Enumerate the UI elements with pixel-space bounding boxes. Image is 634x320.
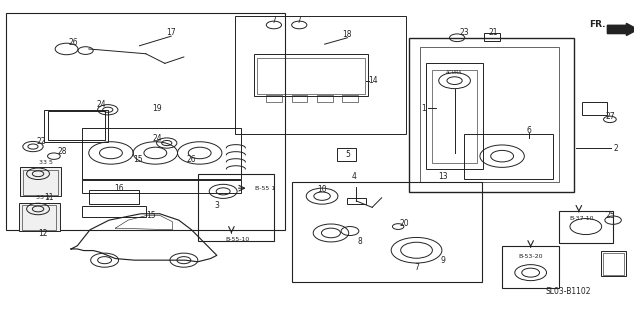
Text: 7: 7 <box>414 263 419 272</box>
Text: 16: 16 <box>114 184 124 193</box>
Bar <box>317 95 333 102</box>
Text: 19: 19 <box>152 104 162 113</box>
Text: 15: 15 <box>146 211 156 220</box>
Text: 17: 17 <box>166 28 176 37</box>
Text: B-53-20: B-53-20 <box>519 254 543 260</box>
Bar <box>347 198 366 204</box>
Text: 11: 11 <box>45 193 54 202</box>
Text: FR.: FR. <box>589 20 605 29</box>
Text: 26: 26 <box>68 38 78 47</box>
Text: SL03-B1102: SL03-B1102 <box>546 287 592 296</box>
Text: 26: 26 <box>186 155 197 164</box>
Bar <box>502 246 559 288</box>
Bar <box>198 174 274 241</box>
Bar <box>337 148 356 161</box>
Bar <box>292 182 482 282</box>
Text: 3: 3 <box>214 201 219 210</box>
Text: 4: 4 <box>351 172 356 181</box>
Text: 24: 24 <box>152 134 162 143</box>
Text: 25: 25 <box>605 211 616 220</box>
Bar <box>22 205 56 230</box>
Text: 22: 22 <box>37 137 46 146</box>
Bar <box>292 95 307 102</box>
Text: 24: 24 <box>96 100 107 109</box>
Bar <box>48 111 105 140</box>
Text: 27: 27 <box>605 112 616 121</box>
Text: 1: 1 <box>421 104 426 113</box>
Bar <box>266 95 282 102</box>
Bar <box>409 38 574 192</box>
Text: B-55 1: B-55 1 <box>255 186 275 191</box>
Bar <box>82 180 241 193</box>
Text: 2: 2 <box>614 144 619 153</box>
Bar <box>44 110 108 142</box>
Bar <box>603 253 624 275</box>
Bar <box>20 167 61 196</box>
Text: 9: 9 <box>440 256 445 265</box>
Text: 7: 7 <box>271 16 276 25</box>
Text: B-55-10: B-55-10 <box>226 237 250 242</box>
Bar <box>235 16 406 134</box>
Bar <box>484 33 500 41</box>
Bar <box>432 70 477 163</box>
Text: 23: 23 <box>460 28 470 37</box>
Text: 7: 7 <box>297 16 302 25</box>
Text: 28: 28 <box>58 147 67 156</box>
Text: 33 5: 33 5 <box>39 160 53 165</box>
Bar <box>582 102 607 115</box>
Text: 14: 14 <box>368 76 378 85</box>
Text: 13: 13 <box>437 172 448 180</box>
Bar <box>426 63 483 169</box>
Bar <box>342 95 358 102</box>
Text: 8: 8 <box>358 237 363 246</box>
Text: 6: 6 <box>527 126 532 135</box>
Text: 12: 12 <box>38 229 47 238</box>
Bar <box>257 58 365 94</box>
Text: 33 5: 33 5 <box>36 195 49 200</box>
Bar <box>420 47 559 182</box>
Bar <box>19 203 60 231</box>
Bar <box>82 206 146 217</box>
Text: 10: 10 <box>317 185 327 194</box>
Text: 15: 15 <box>133 155 143 164</box>
Text: B-37-10: B-37-10 <box>570 216 594 221</box>
Bar <box>23 170 58 195</box>
Bar <box>601 251 626 276</box>
Bar <box>6 13 285 230</box>
FancyArrow shape <box>607 23 634 36</box>
Bar <box>464 134 553 179</box>
Bar <box>89 190 139 204</box>
Text: 21: 21 <box>489 28 498 37</box>
Text: 20: 20 <box>399 219 410 228</box>
Text: ACURA: ACURA <box>446 70 463 76</box>
Bar <box>254 54 368 96</box>
Bar <box>559 211 613 243</box>
Text: 18: 18 <box>343 30 352 39</box>
Text: 5: 5 <box>345 150 350 159</box>
